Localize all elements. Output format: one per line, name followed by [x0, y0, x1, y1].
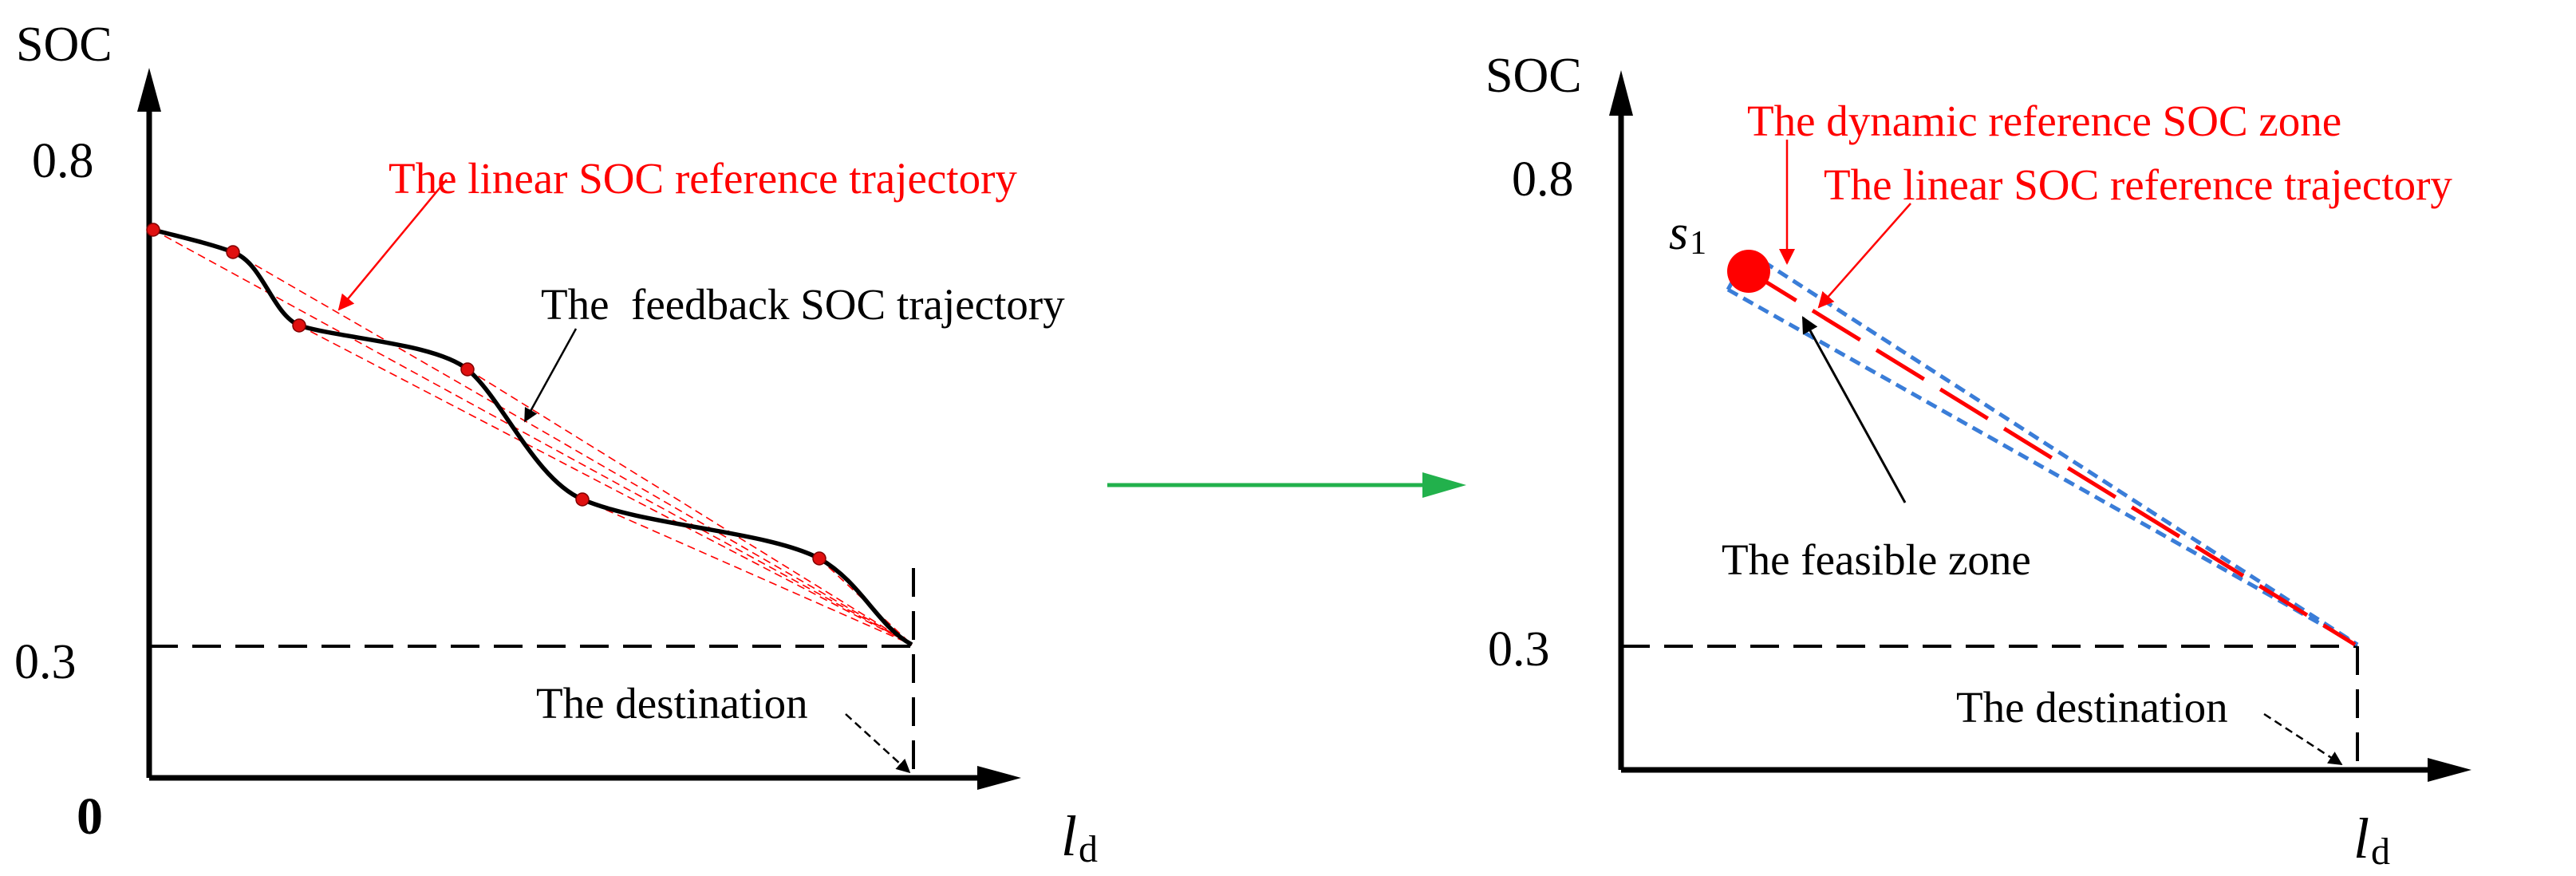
- right-x-axis-label: ld: [2353, 807, 2390, 873]
- left-feedback-pointer: [523, 328, 578, 423]
- left-sample-point-5: [575, 492, 590, 507]
- left-x-axis-arrowhead: [977, 766, 1021, 790]
- left-ref-line-4: [467, 369, 913, 645]
- left-reference-trajectories: [152, 229, 913, 645]
- right-zone-upper-boundary: [1747, 250, 2359, 647]
- left-destination-pointer: [845, 713, 911, 774]
- right-s1-label: s1: [1669, 206, 1706, 262]
- right-destination-label: The destination: [1956, 683, 2228, 732]
- right-s1-label-main: s: [1669, 206, 1688, 260]
- right-panel: SOC 0.8 0.3 ld s1 The dynamic reference …: [1485, 49, 2471, 873]
- transition-arrow: [1107, 472, 1466, 498]
- right-linear-ref-pointer: [1817, 203, 1911, 309]
- left-ref-line-3: [298, 325, 913, 645]
- right-linear-ref-label: The linear SOC reference trajectory: [1824, 160, 2452, 209]
- left-panel: SOC 0.8 0.3 0 ld The linear SOC referenc…: [14, 18, 1098, 870]
- left-sample-point-3: [292, 318, 306, 333]
- left-x-axis-label: ld: [1061, 804, 1098, 870]
- right-s1-label-sub: 1: [1690, 225, 1706, 262]
- right-y-axis-arrowhead: [1609, 70, 1633, 116]
- right-feasible-zone-label: The feasible zone: [1722, 535, 2031, 584]
- left-y-axis-arrowhead: [137, 68, 161, 112]
- left-sample-point-6: [812, 551, 826, 566]
- right-x-axis-label-sub: d: [2371, 831, 2390, 873]
- left-linear-ref-label: The linear SOC reference trajectory: [389, 154, 1017, 203]
- left-ref-line-1: [152, 229, 913, 645]
- left-ref-line-5: [582, 499, 913, 645]
- right-y-axis-label: SOC: [1485, 49, 1582, 103]
- left-x-axis-label-main: l: [1061, 804, 1077, 868]
- left-sample-point-2: [226, 245, 240, 259]
- right-x-axis-arrowhead: [2428, 758, 2471, 782]
- left-linear-ref-pointer: [337, 179, 448, 311]
- left-tick-08: 0.8: [32, 134, 94, 188]
- left-sample-point-1: [146, 223, 160, 237]
- left-ref-line-2: [232, 251, 913, 645]
- transition-arrow-head: [1422, 472, 1466, 498]
- right-x-axis-label-main: l: [2353, 807, 2369, 870]
- left-y-axis-label: SOC: [16, 18, 112, 72]
- left-sample-point-4: [460, 362, 475, 377]
- right-tick-03: 0.3: [1488, 622, 1550, 677]
- right-tick-08: 0.8: [1512, 152, 1574, 207]
- right-linear-reference-trajectory: [1747, 269, 2357, 647]
- left-feedback-label: The feedback SOC trajectory: [541, 280, 1065, 329]
- left-destination-label: The destination: [536, 679, 808, 728]
- right-start-point-s1: [1727, 250, 1770, 293]
- right-dynamic-zone-label: The dynamic reference SOC zone: [1747, 97, 2341, 145]
- left-x-axis-label-sub: d: [1079, 828, 1098, 870]
- right-destination-pointer: [2263, 712, 2343, 766]
- right-feasible-zone-pointer: [1801, 316, 1907, 503]
- left-tick-03: 0.3: [14, 635, 77, 689]
- left-sampling-points: [146, 223, 826, 566]
- left-origin-label: 0: [77, 787, 103, 846]
- left-ref-line-6: [819, 558, 913, 645]
- right-zone-lower-boundary: [1726, 287, 2359, 647]
